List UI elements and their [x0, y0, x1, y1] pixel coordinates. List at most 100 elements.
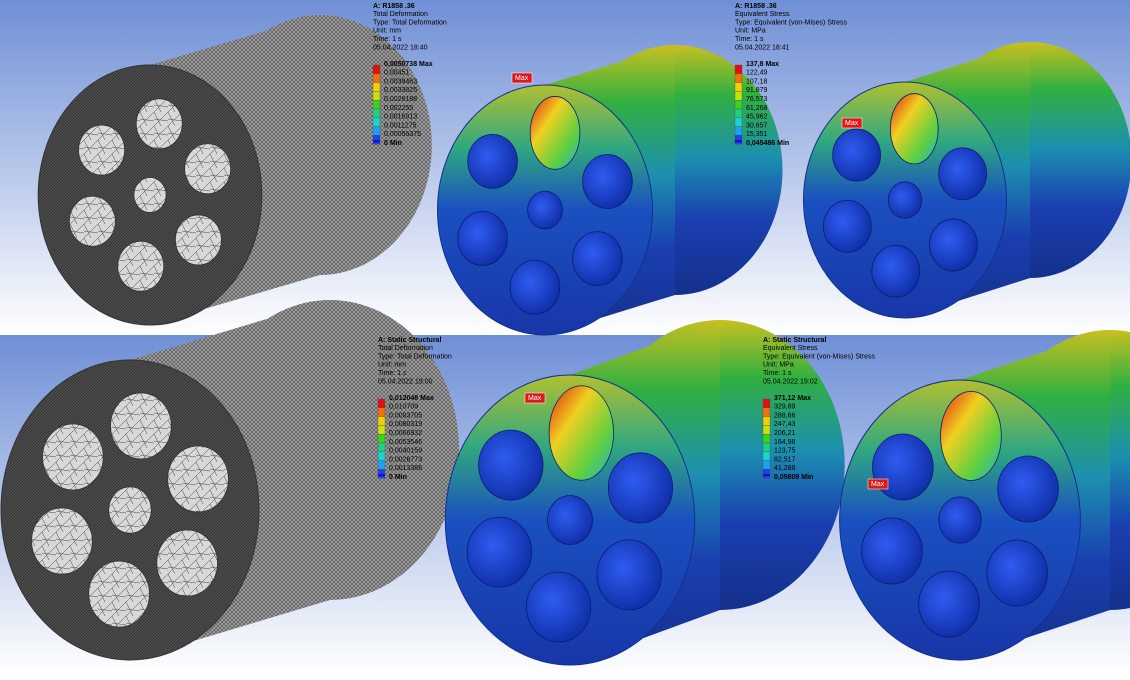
- hole: [929, 218, 978, 272]
- legend-swatch: [377, 469, 386, 479]
- legend-label: 0,0016913: [384, 114, 417, 121]
- legend-swatch: [734, 135, 743, 145]
- header-type: Type: Total Deformation: [378, 353, 452, 360]
- hole: [110, 392, 172, 460]
- hole: [607, 452, 674, 524]
- legend-label: 15,351: [746, 131, 768, 138]
- legend-label: 0,0080319: [389, 421, 422, 428]
- max-marker-label: Max: [871, 481, 885, 488]
- legend-label: 0,0039463: [384, 78, 417, 85]
- legend-swatch: [372, 117, 381, 127]
- hole: [167, 445, 229, 513]
- legend-swatch: [377, 451, 386, 461]
- legend-swatch: [734, 117, 743, 127]
- legend-swatch: [762, 407, 771, 417]
- legend-swatch: [762, 416, 771, 426]
- legend-swatch: [377, 425, 386, 435]
- hole: [938, 496, 982, 544]
- legend-label: 0,0093705: [389, 412, 422, 419]
- hole: [823, 199, 872, 253]
- legend-label: 206,21: [774, 430, 796, 437]
- hole: [509, 259, 561, 315]
- max-marker: [867, 478, 889, 490]
- legend-label: 123,75: [774, 448, 796, 455]
- max-marker: [524, 392, 546, 404]
- max-marker-label: Max: [528, 395, 542, 402]
- legend-swatch: [377, 416, 386, 426]
- header-type: Type: Total Deformation: [373, 19, 447, 26]
- hole: [108, 486, 152, 534]
- legend-swatch: [377, 442, 386, 452]
- legend-swatch: [377, 460, 386, 470]
- header-time: Time: 1 s: [735, 36, 764, 43]
- legend-label: 0,0028188: [384, 96, 417, 103]
- legend-swatch: [735, 140, 742, 143]
- legend-label: 0,0040159: [389, 448, 422, 455]
- legend-label: 0,0013386: [389, 465, 422, 472]
- legend-swatch: [762, 425, 771, 435]
- legend-label: 82,517: [774, 456, 796, 463]
- legend-label: 91,879: [746, 87, 768, 94]
- legend-swatch: [377, 398, 386, 408]
- legend-swatch: [372, 64, 381, 74]
- hole: [526, 571, 592, 643]
- header-date: 05.04.2022 18:40: [373, 44, 428, 51]
- header-analysis: A: Static Structural: [763, 337, 826, 344]
- header-unit: Unit: MPa: [763, 362, 794, 369]
- hole: [997, 455, 1059, 523]
- legend-swatch: [762, 460, 771, 470]
- hole: [527, 190, 563, 230]
- hole: [529, 96, 581, 170]
- cylinder: [437, 45, 783, 336]
- legend-label: 0 Min: [384, 140, 402, 147]
- header-time: Time: 1 s: [378, 370, 407, 377]
- cylinder: [37, 15, 432, 326]
- legend-label: 0,0050738 Max: [384, 61, 433, 68]
- header-type: Type: Equivalent (von-Mises) Stress: [763, 353, 876, 360]
- legend-swatch: [372, 73, 381, 83]
- hole: [872, 433, 934, 501]
- legend-label: 41,288: [774, 465, 796, 472]
- legend-swatch: [734, 108, 743, 118]
- header-time: Time: 1 s: [763, 370, 792, 377]
- header-analysis: A: Static Structural: [378, 337, 441, 344]
- legend-swatch: [762, 442, 771, 452]
- hole: [861, 517, 923, 585]
- header-unit: Unit: mm: [378, 362, 406, 369]
- header-unit: Unit: mm: [373, 28, 401, 35]
- legend-swatch: [372, 100, 381, 110]
- legend-swatch: [372, 135, 381, 145]
- legend-swatch: [372, 91, 381, 101]
- legend-label: 122,49: [746, 70, 768, 77]
- legend-label: 137,8 Max: [746, 61, 779, 68]
- hole: [174, 214, 222, 266]
- legend-swatch: [734, 100, 743, 110]
- legend-swatch: [734, 73, 743, 83]
- header-time: Time: 1 s: [373, 36, 402, 43]
- hole: [940, 391, 1002, 481]
- header-result: Total Deformation: [378, 345, 433, 352]
- header-unit: Unit: MPa: [735, 28, 766, 35]
- cylinder: [444, 320, 845, 666]
- hole: [466, 516, 533, 588]
- legend-label: 0 Min: [389, 474, 407, 481]
- hole: [938, 147, 987, 201]
- header-result: Equivalent Stress: [763, 345, 818, 352]
- legend-swatch: [734, 91, 743, 101]
- legend-swatch: [762, 469, 771, 479]
- max-marker-label: Max: [515, 75, 529, 82]
- legend-label: 0,0033825: [384, 87, 417, 94]
- legend-swatch: [734, 82, 743, 92]
- legend-label: 0,0026773: [389, 456, 422, 463]
- hole: [596, 539, 662, 611]
- header-type: Type: Equivalent (von-Mises) Stress: [735, 19, 848, 26]
- legend-swatch: [762, 451, 771, 461]
- legend-swatch: [372, 82, 381, 92]
- legend-swatch: [372, 108, 381, 118]
- legend-label: 0,002255: [384, 105, 413, 112]
- legend-swatch: [734, 126, 743, 136]
- header-date: 05.04.2022 18:41: [735, 44, 790, 51]
- hole: [986, 539, 1048, 607]
